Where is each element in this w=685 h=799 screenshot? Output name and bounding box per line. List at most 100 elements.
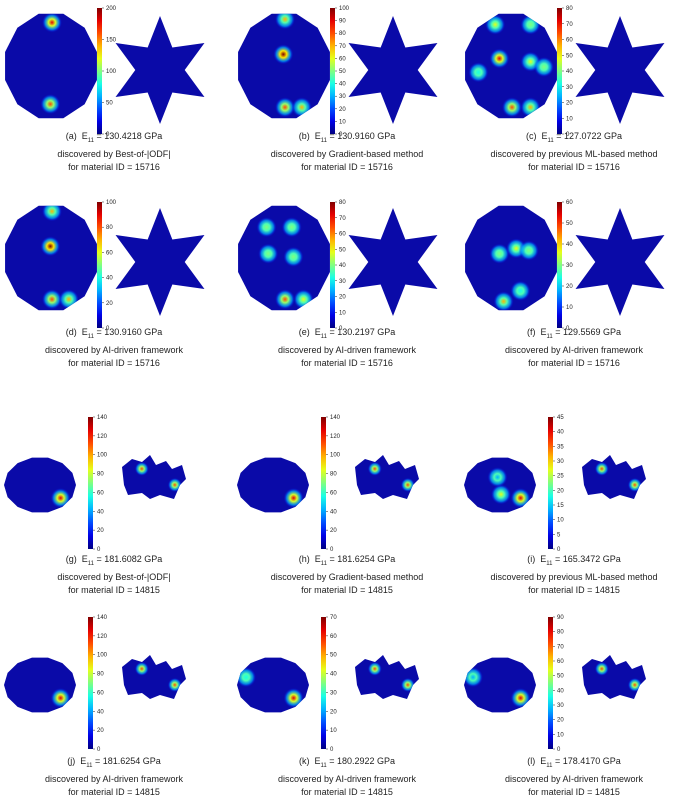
caption-material: for material ID = 15716: [68, 161, 160, 172]
caption-modulus-line: (c) E11 = 127.0722 GPa: [460, 130, 685, 148]
colorbar-tick-label: 0: [557, 547, 561, 553]
colorbar-tick-label: 80: [566, 6, 573, 12]
modulus-value: 130.9160 GPa: [337, 131, 396, 141]
caption-material: for material ID = 15716: [301, 161, 393, 172]
colorbar: [557, 202, 562, 328]
pole-figure-plot: 80 70 60 50 40 30 20 10 0: [465, 6, 665, 138]
colorbar: [557, 8, 562, 134]
right-pole-figure: [575, 208, 665, 316]
colorbar: [321, 617, 326, 749]
figure-panel: 90 80 70 60 50 40 30 20 10 0 (l) E11 = 178.4170 GP…: [460, 0, 685, 797]
colorbar-tick-label: 150: [106, 38, 117, 44]
colorbar-tick-label: 0: [97, 747, 101, 753]
colorbar-tick-label: 0: [557, 747, 561, 753]
intensity-hotspot: [367, 461, 382, 476]
modulus-value: 181.6254 GPa: [337, 554, 396, 564]
modulus-value: 178.4170 GPa: [562, 756, 621, 766]
colorbar-tick-label: 10: [566, 116, 573, 122]
intensity-hotspot: [487, 467, 508, 488]
panel-caption: (i) E11 = 165.3472 GPa discovered by prev…: [460, 553, 685, 597]
intensity-hotspot: [400, 477, 415, 492]
colorbar-tick-label: 40: [97, 509, 104, 515]
pole-figure-plot: 200 150 100 50 0: [5, 6, 205, 138]
right-pole-figure: [115, 208, 205, 316]
modulus-value: 127.0722 GPa: [563, 131, 623, 141]
modulus-symbol: E11 =: [309, 554, 338, 567]
caption-material: for material ID = 15716: [528, 161, 620, 172]
colorbar-tick-label: 120: [330, 434, 341, 440]
intensity-hotspot: [167, 677, 182, 692]
colorbar-tick-label: 100: [106, 200, 117, 206]
modulus-value: 130.4218 GPa: [104, 131, 163, 141]
caption-modulus-line: (l) E11 = 178.4170 GPa: [460, 755, 685, 773]
panel-label: (d): [65, 327, 77, 337]
figure-panel: 45 40 35 30 25 20 15 10 5 0 (i) E11 = 165.3472 GPa…: [460, 0, 685, 792]
panel-label: (i): [527, 554, 536, 564]
intensity-hotspot: [40, 94, 61, 115]
colorbar-tick-label: 20: [97, 528, 104, 534]
intensity-hotspot: [502, 97, 522, 118]
panel-caption: (f) E11 = 129.5569 GPa discovered by AI-d…: [460, 326, 685, 370]
modulus-symbol: E11 =: [535, 554, 563, 567]
pole-figure-plot: 100 80 60 40 20 0: [5, 200, 205, 332]
colorbar-tick-label: 50: [339, 247, 346, 253]
pole-figure-plot: 140 120 100 80 60 40 20 0: [4, 615, 186, 753]
colorbar-tick-label: 80: [106, 225, 113, 231]
colorbar: [97, 8, 102, 134]
colorbar-tick-label: 10: [339, 310, 346, 316]
colorbar-tick-label: 40: [566, 242, 573, 248]
intensity-hotspot: [533, 57, 554, 77]
colorbar-tick-label: 70: [557, 644, 564, 650]
colorbar-tick-label: 40: [557, 430, 564, 436]
caption-material: for material ID = 15716: [301, 357, 393, 368]
left-pole-figure: [238, 13, 330, 119]
colorbar-tick-label: 80: [97, 472, 104, 478]
caption-method: discovered by AI-driven framework: [277, 344, 417, 355]
figure-panel: 80 70 60 50 40 30 20 10 0 (c) E11 = 127.0722 GPa d…: [460, 0, 685, 792]
colorbar-tick-label: 60: [330, 634, 337, 640]
colorbar-tick-label: 40: [566, 69, 573, 75]
colorbar-tick-label: 10: [339, 119, 346, 125]
figure-panel: 70 60 50 40 30 20 10 0 (k) E11 = 180.2922 GPa dis…: [233, 0, 461, 797]
caption-material: for material ID = 14815: [301, 584, 393, 595]
colorbar-tick-label: 0: [330, 747, 334, 753]
left-pole-figure: [5, 205, 97, 311]
caption-material: for material ID = 14815: [68, 584, 160, 595]
modulus-symbol: E11 =: [309, 756, 337, 769]
colorbar-tick-label: 30: [557, 459, 564, 465]
colorbar-tick-label: 80: [97, 672, 104, 678]
colorbar-tick-label: 50: [566, 221, 573, 227]
panel-caption: (b) E11 = 130.9160 GPa discovered by Grad…: [233, 130, 461, 174]
colorbar-tick-label: 0: [339, 326, 343, 332]
panel-label: (g): [65, 554, 77, 564]
caption-material: for material ID = 14815: [68, 786, 160, 797]
intensity-hotspot: [275, 97, 295, 118]
pole-figure-plot: 140 120 100 80 60 40 20 0: [4, 415, 186, 553]
right-pole-figure: [115, 16, 205, 124]
colorbar-tick-label: 100: [339, 6, 350, 12]
caption-material: for material ID = 14815: [301, 786, 393, 797]
intensity-hotspot: [167, 477, 182, 492]
figure-panel: 80 70 60 50 40 30 20 10 0 (e) E11 = 130.2197 GPa d…: [233, 0, 461, 792]
modulus-value: 130.9160 GPa: [104, 327, 163, 337]
colorbar-tick-label: 50: [106, 101, 113, 107]
colorbar-tick-label: 60: [97, 690, 104, 696]
colorbar-tick-label: 0: [106, 132, 110, 138]
colorbar-tick-label: 80: [557, 630, 564, 636]
intensity-hotspot: [42, 205, 62, 222]
colorbar-tick-label: 20: [557, 718, 564, 724]
panel-caption: (c) E11 = 127.0722 GPa discovered by prev…: [460, 130, 685, 174]
intensity-hotspot: [489, 48, 510, 69]
intensity-hotspot: [594, 461, 609, 476]
pole-figure-plot: 90 80 70 60 50 40 30 20 10 0: [464, 615, 646, 753]
colorbar: [97, 202, 102, 328]
pole-figure-plot: 70 60 50 40 30 20 10 0: [237, 615, 419, 753]
colorbar-tick-label: 60: [339, 56, 346, 62]
colorbar-tick-label: 60: [97, 490, 104, 496]
pole-figure-plot: 45 40 35 30 25 20 15 10 5 0: [464, 415, 646, 553]
colorbar-tick-label: 120: [97, 634, 108, 640]
colorbar-tick-label: 40: [330, 672, 337, 678]
panel-caption: (j) E11 = 181.6254 GPa discovered by AI-d…: [0, 755, 228, 799]
colorbar-tick-label: 70: [339, 44, 346, 50]
intensity-hotspot: [518, 240, 539, 261]
